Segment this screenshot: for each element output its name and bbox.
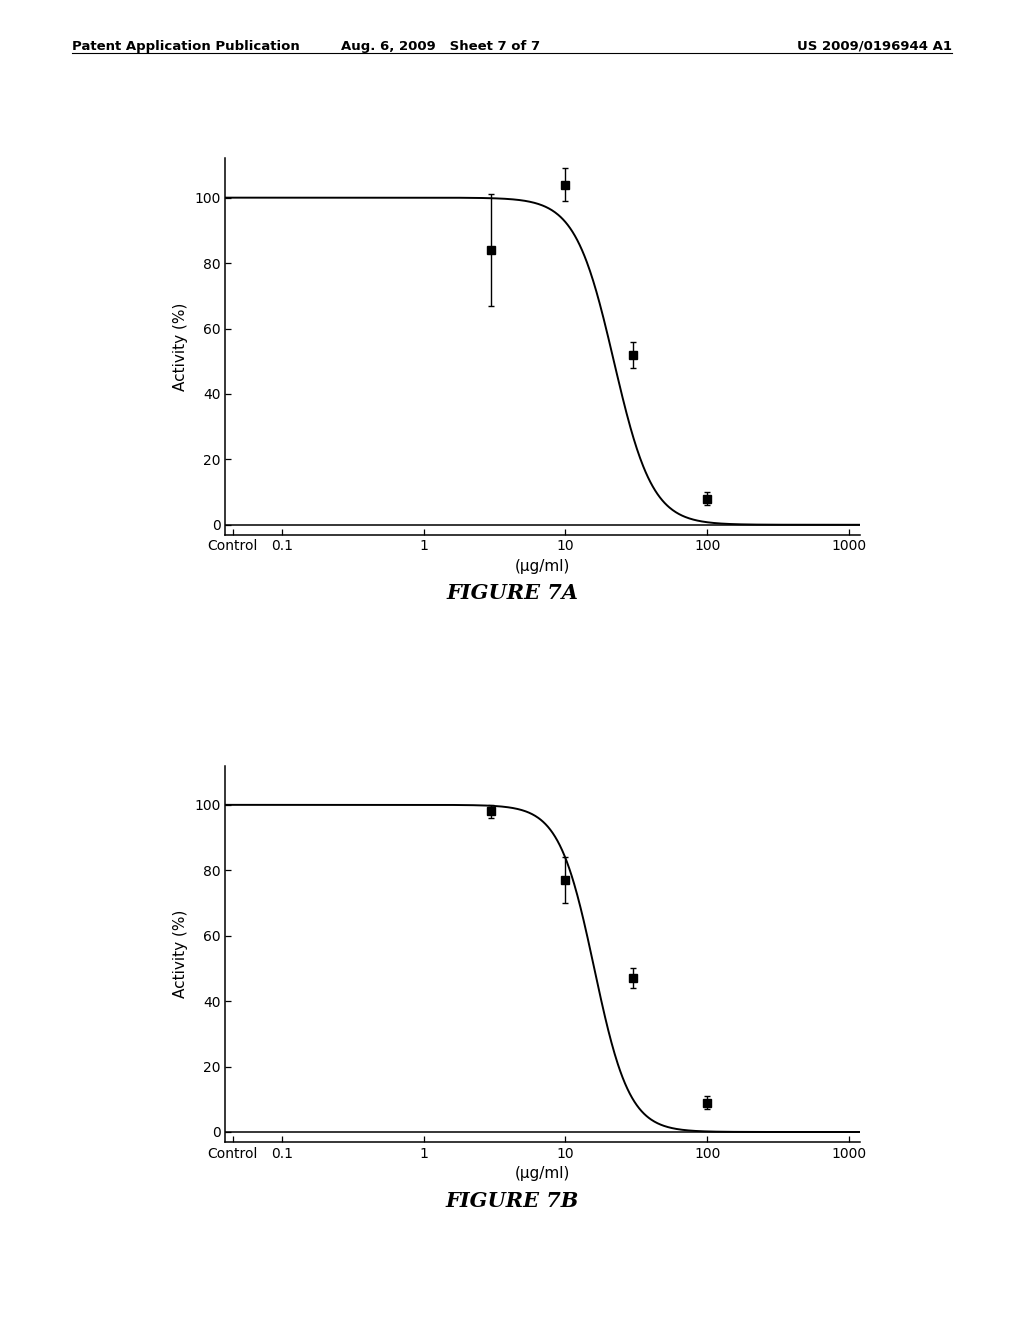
Text: Patent Application Publication: Patent Application Publication [72, 40, 299, 53]
Y-axis label: Activity (%): Activity (%) [173, 909, 188, 998]
X-axis label: (μg/ml): (μg/ml) [515, 1166, 570, 1181]
Y-axis label: Activity (%): Activity (%) [173, 302, 188, 391]
Text: US 2009/0196944 A1: US 2009/0196944 A1 [798, 40, 952, 53]
Text: Aug. 6, 2009   Sheet 7 of 7: Aug. 6, 2009 Sheet 7 of 7 [341, 40, 540, 53]
Text: FIGURE 7A: FIGURE 7A [446, 583, 578, 603]
Text: FIGURE 7B: FIGURE 7B [445, 1191, 579, 1210]
X-axis label: (μg/ml): (μg/ml) [515, 558, 570, 574]
